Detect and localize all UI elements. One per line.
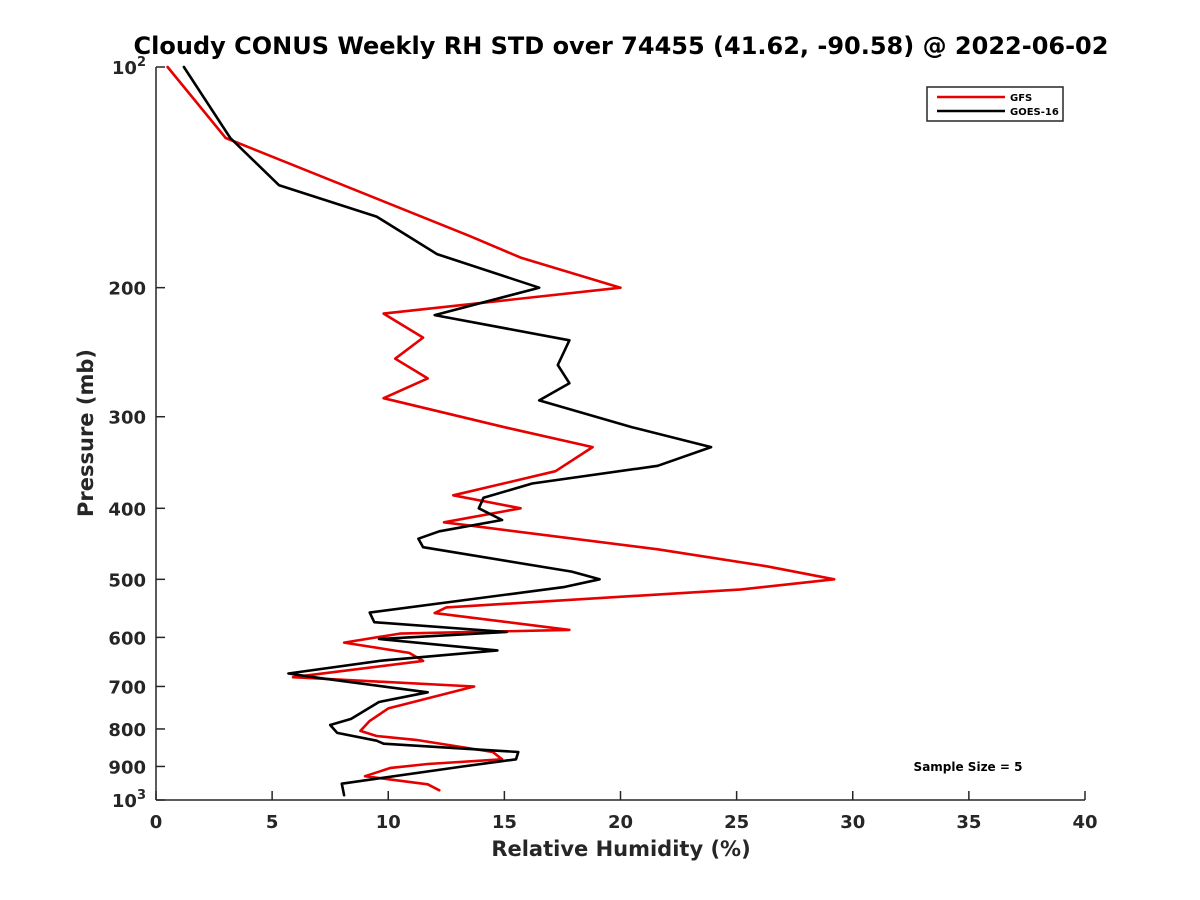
- x-tick-label: 20: [608, 812, 633, 833]
- series-layer: [166, 65, 836, 797]
- x-tick-label: 30: [840, 812, 865, 833]
- series-line-gfs: [166, 65, 836, 792]
- y-tick-label: 800: [108, 720, 146, 741]
- legend-box: [926, 86, 1064, 122]
- x-tick-label: 35: [956, 812, 981, 833]
- y-axis-label: Pressure (mb): [74, 349, 98, 517]
- x-tick-label: 10: [376, 812, 401, 833]
- y-tick-label: 400: [108, 499, 146, 520]
- legend-label: GOES-16: [1010, 107, 1059, 118]
- x-tick-label: 25: [724, 812, 749, 833]
- axes: 0 5 10 15 20 25 30 35 40 102 200 300 400 500 600 700 800…: [108, 55, 1097, 833]
- chart-title: Cloudy CONUS Weekly RH STD over 74455 (4…: [134, 32, 1109, 60]
- y-tick-label: 900: [108, 757, 146, 778]
- y-tick-label: 300: [108, 408, 146, 429]
- y-tick-label: 200: [108, 279, 146, 300]
- x-tick-label: 15: [492, 812, 517, 833]
- y-tick-label: 103: [112, 788, 146, 812]
- y-tick-label: 700: [108, 677, 146, 698]
- sample-size-annotation: Sample Size = 5: [914, 760, 1023, 774]
- legend: GFS GOES-16: [926, 86, 1064, 122]
- x-tick-label: 40: [1072, 812, 1097, 833]
- series-line-goes-16: [182, 65, 713, 797]
- y-tick-label: 500: [108, 570, 146, 591]
- x-tick-label: 5: [266, 812, 279, 833]
- y-tick-label: 600: [108, 628, 146, 649]
- y-tick-label: 102: [112, 55, 146, 79]
- x-axis-label: Relative Humidity (%): [491, 837, 750, 861]
- x-tick-label: 0: [150, 812, 163, 833]
- legend-label: GFS: [1010, 93, 1032, 104]
